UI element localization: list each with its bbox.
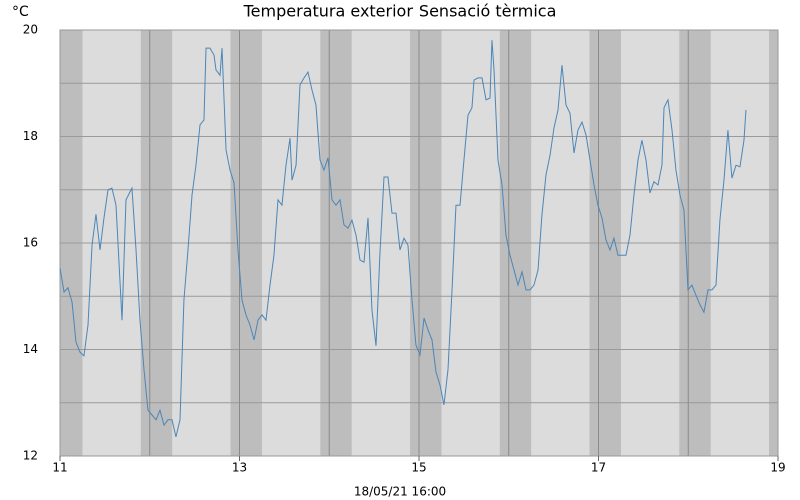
y-tick-label: 12: [23, 449, 38, 463]
plot-area: [59, 29, 779, 457]
x-tick-label: 19: [770, 461, 785, 475]
y-axis-unit: °C: [12, 4, 29, 20]
x-tick-label: 11: [52, 461, 67, 475]
y-tick-label: 16: [23, 236, 38, 250]
legend-entry: Sensació tèrmica: [419, 2, 556, 21]
x-tick-label: 13: [232, 461, 247, 475]
x-tick-label: 15: [411, 461, 426, 475]
y-tick-label: 18: [23, 129, 38, 143]
y-tick-label: 14: [23, 342, 38, 356]
y-tick-label: 20: [23, 23, 38, 37]
x-tick-label: 17: [591, 461, 606, 475]
line-series: [59, 40, 747, 437]
timestamp: 18/05/21 16:00: [354, 485, 446, 499]
legend-entry: Temperatura exterior: [243, 2, 414, 21]
